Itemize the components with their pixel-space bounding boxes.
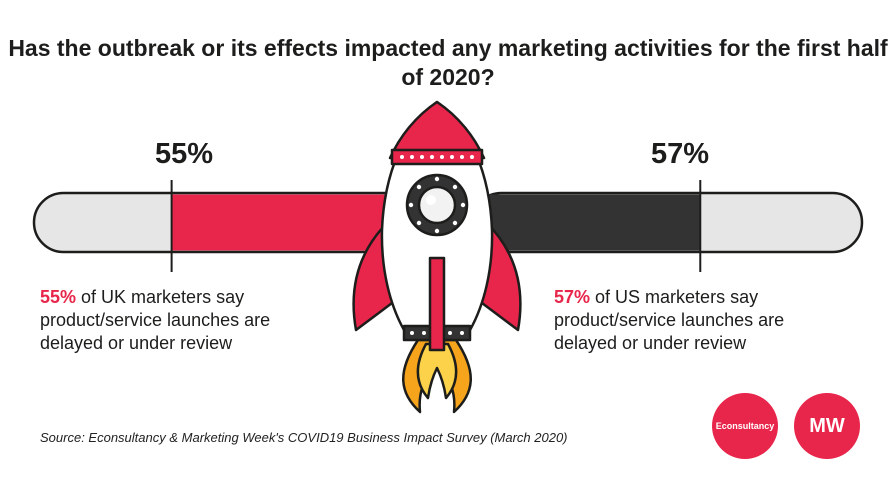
chart-title: Has the outbreak or its effects impacted… [8,35,888,90]
mw-logo: MW [794,393,860,459]
econsultancy-logo: Econsultancy [712,393,778,459]
uk-description: 55% of UK marketers say product/service … [40,286,370,355]
source-note: Source: Econsultancy & Marketing Week's … [40,430,568,445]
uk-desc-line3: delayed or under review [40,333,233,353]
rocket-rivets [400,155,474,335]
us-value-label: 57% [651,138,710,170]
rocket-porthole-glass [417,185,457,225]
us-description: 57% of US marketers say product/service … [554,286,884,355]
rocket-porthole-shine [426,195,436,205]
uk-value-label: 55% [155,138,214,170]
us-value-bar [472,194,701,251]
rocket-belt [390,148,484,166]
us-desc-line2: product/service launches are [554,310,785,330]
us-desc-line1: of US marketers say [590,287,759,307]
rocket-flame-inner [416,342,458,400]
uk-desc-line2: product/service launches are [40,310,271,330]
us-highlight: 57% [554,287,591,307]
us-desc-line3: delayed or under review [554,333,747,353]
uk-highlight: 55% [40,287,77,307]
rocket-center-fin [428,256,446,352]
rocket-illustration [352,100,522,414]
uk-desc-line1: of UK marketers say [76,287,245,307]
